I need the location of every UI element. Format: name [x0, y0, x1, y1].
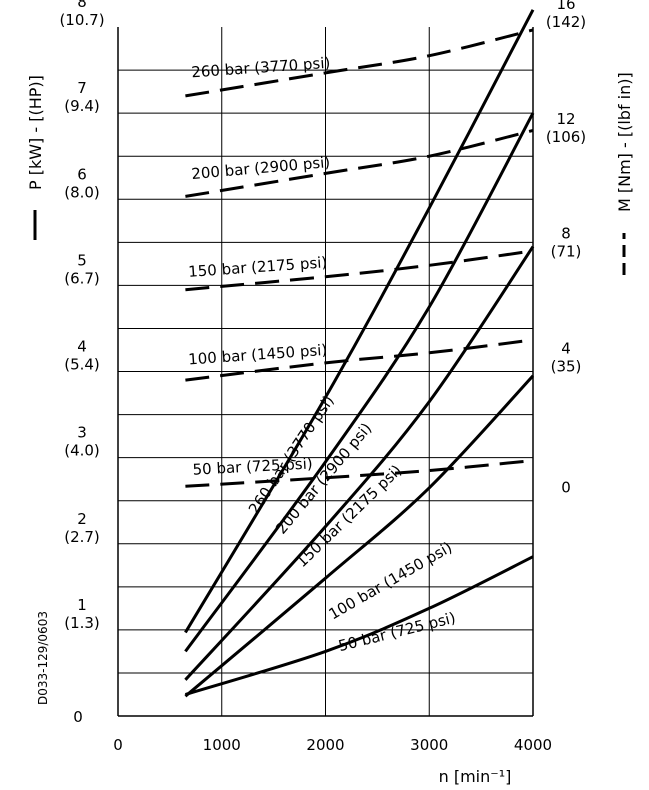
- left-tick-label-kw: 3: [77, 424, 87, 442]
- left-tick-label-hp: (5.4): [64, 356, 100, 374]
- power-curve-label: 100 bar (1450 psi): [326, 538, 456, 623]
- series: [184, 9, 535, 698]
- right-tick-label-nm: 4: [561, 340, 571, 358]
- left-tick-label-kw: 0: [73, 708, 83, 726]
- right-tick-label-lbf: (106): [546, 128, 586, 146]
- left-tick-label-hp: (8.0): [64, 183, 100, 201]
- axes: [117, 27, 534, 717]
- left-tick-label-kw: 2: [77, 510, 87, 528]
- left-tick-label-kw: 1: [77, 596, 87, 614]
- power-curve: [184, 555, 534, 696]
- left-axis-title-group: P [kW] - [(HP)]: [26, 75, 45, 240]
- right-tick-label-nm: 12: [556, 110, 575, 128]
- right-axis-title: M [Nm] - [(lbf in)]: [615, 72, 634, 212]
- torque-curve-label: 200 bar (2900 psi): [191, 153, 331, 183]
- x-axis-title: n [min⁻¹]: [439, 767, 512, 786]
- right-tick-label-nm: 8: [561, 225, 571, 243]
- left-tick-label-kw: 5: [77, 251, 87, 269]
- document-code: D033-129/0603: [36, 611, 50, 705]
- left-tick-label-kw: 4: [77, 338, 87, 356]
- power-curve-label: 50 bar (725 psi): [336, 609, 457, 656]
- torque-curve: [185, 249, 534, 292]
- power-curve: [184, 9, 535, 634]
- right-tick-label-lbf: (142): [546, 13, 586, 31]
- power-curve: [184, 374, 535, 698]
- right-tick-label-nm: 0: [561, 478, 571, 496]
- right-tick-label-nm: 16: [556, 0, 575, 13]
- left-tick-label-hp: (4.0): [64, 442, 100, 460]
- right-axis-title-group: M [Nm] - [(lbf in)]: [615, 72, 634, 275]
- torque-curve-label: 260 bar (3770 psi): [191, 54, 331, 82]
- torque-curve-label: 150 bar (2175 psi): [188, 253, 328, 281]
- left-tick-label-hp: (1.3): [64, 614, 100, 632]
- right-tick-label-lbf: (71): [551, 243, 582, 261]
- left-tick-label-hp: (6.7): [64, 269, 100, 287]
- power-curve: [184, 245, 535, 681]
- left-tick-label-hp: (9.4): [64, 97, 100, 115]
- x-tick-label: 3000: [410, 736, 448, 754]
- x-tick-label: 4000: [514, 736, 552, 754]
- left-tick-label-kw: 6: [77, 165, 87, 183]
- tick-labels: 0 1000 2000 3000 400001(1.3)2(2.7)3(4.0)4(5.…: [59, 0, 586, 754]
- left-tick-label-hp: (2.7): [64, 528, 100, 546]
- x-tick-label: 1000: [203, 736, 241, 754]
- torque-curve: [185, 338, 534, 382]
- torque-curve: [185, 128, 534, 198]
- left-axis-title: P [kW] - [(HP)]: [26, 75, 45, 190]
- power-curve-label: 200 bar (2900 psi): [272, 419, 375, 537]
- x-tick-label: 0: [113, 736, 123, 754]
- left-tick-label-kw: 7: [77, 79, 87, 97]
- power-curve: [184, 112, 535, 653]
- left-tick-label-kw: 8: [77, 0, 87, 11]
- torque-curve: [185, 28, 534, 98]
- torque-curve: [185, 459, 534, 488]
- grid: [118, 27, 533, 716]
- right-tick-label-lbf: (35): [551, 358, 582, 376]
- x-tick-label: 2000: [306, 736, 344, 754]
- left-tick-label-hp: (10.7): [59, 11, 104, 29]
